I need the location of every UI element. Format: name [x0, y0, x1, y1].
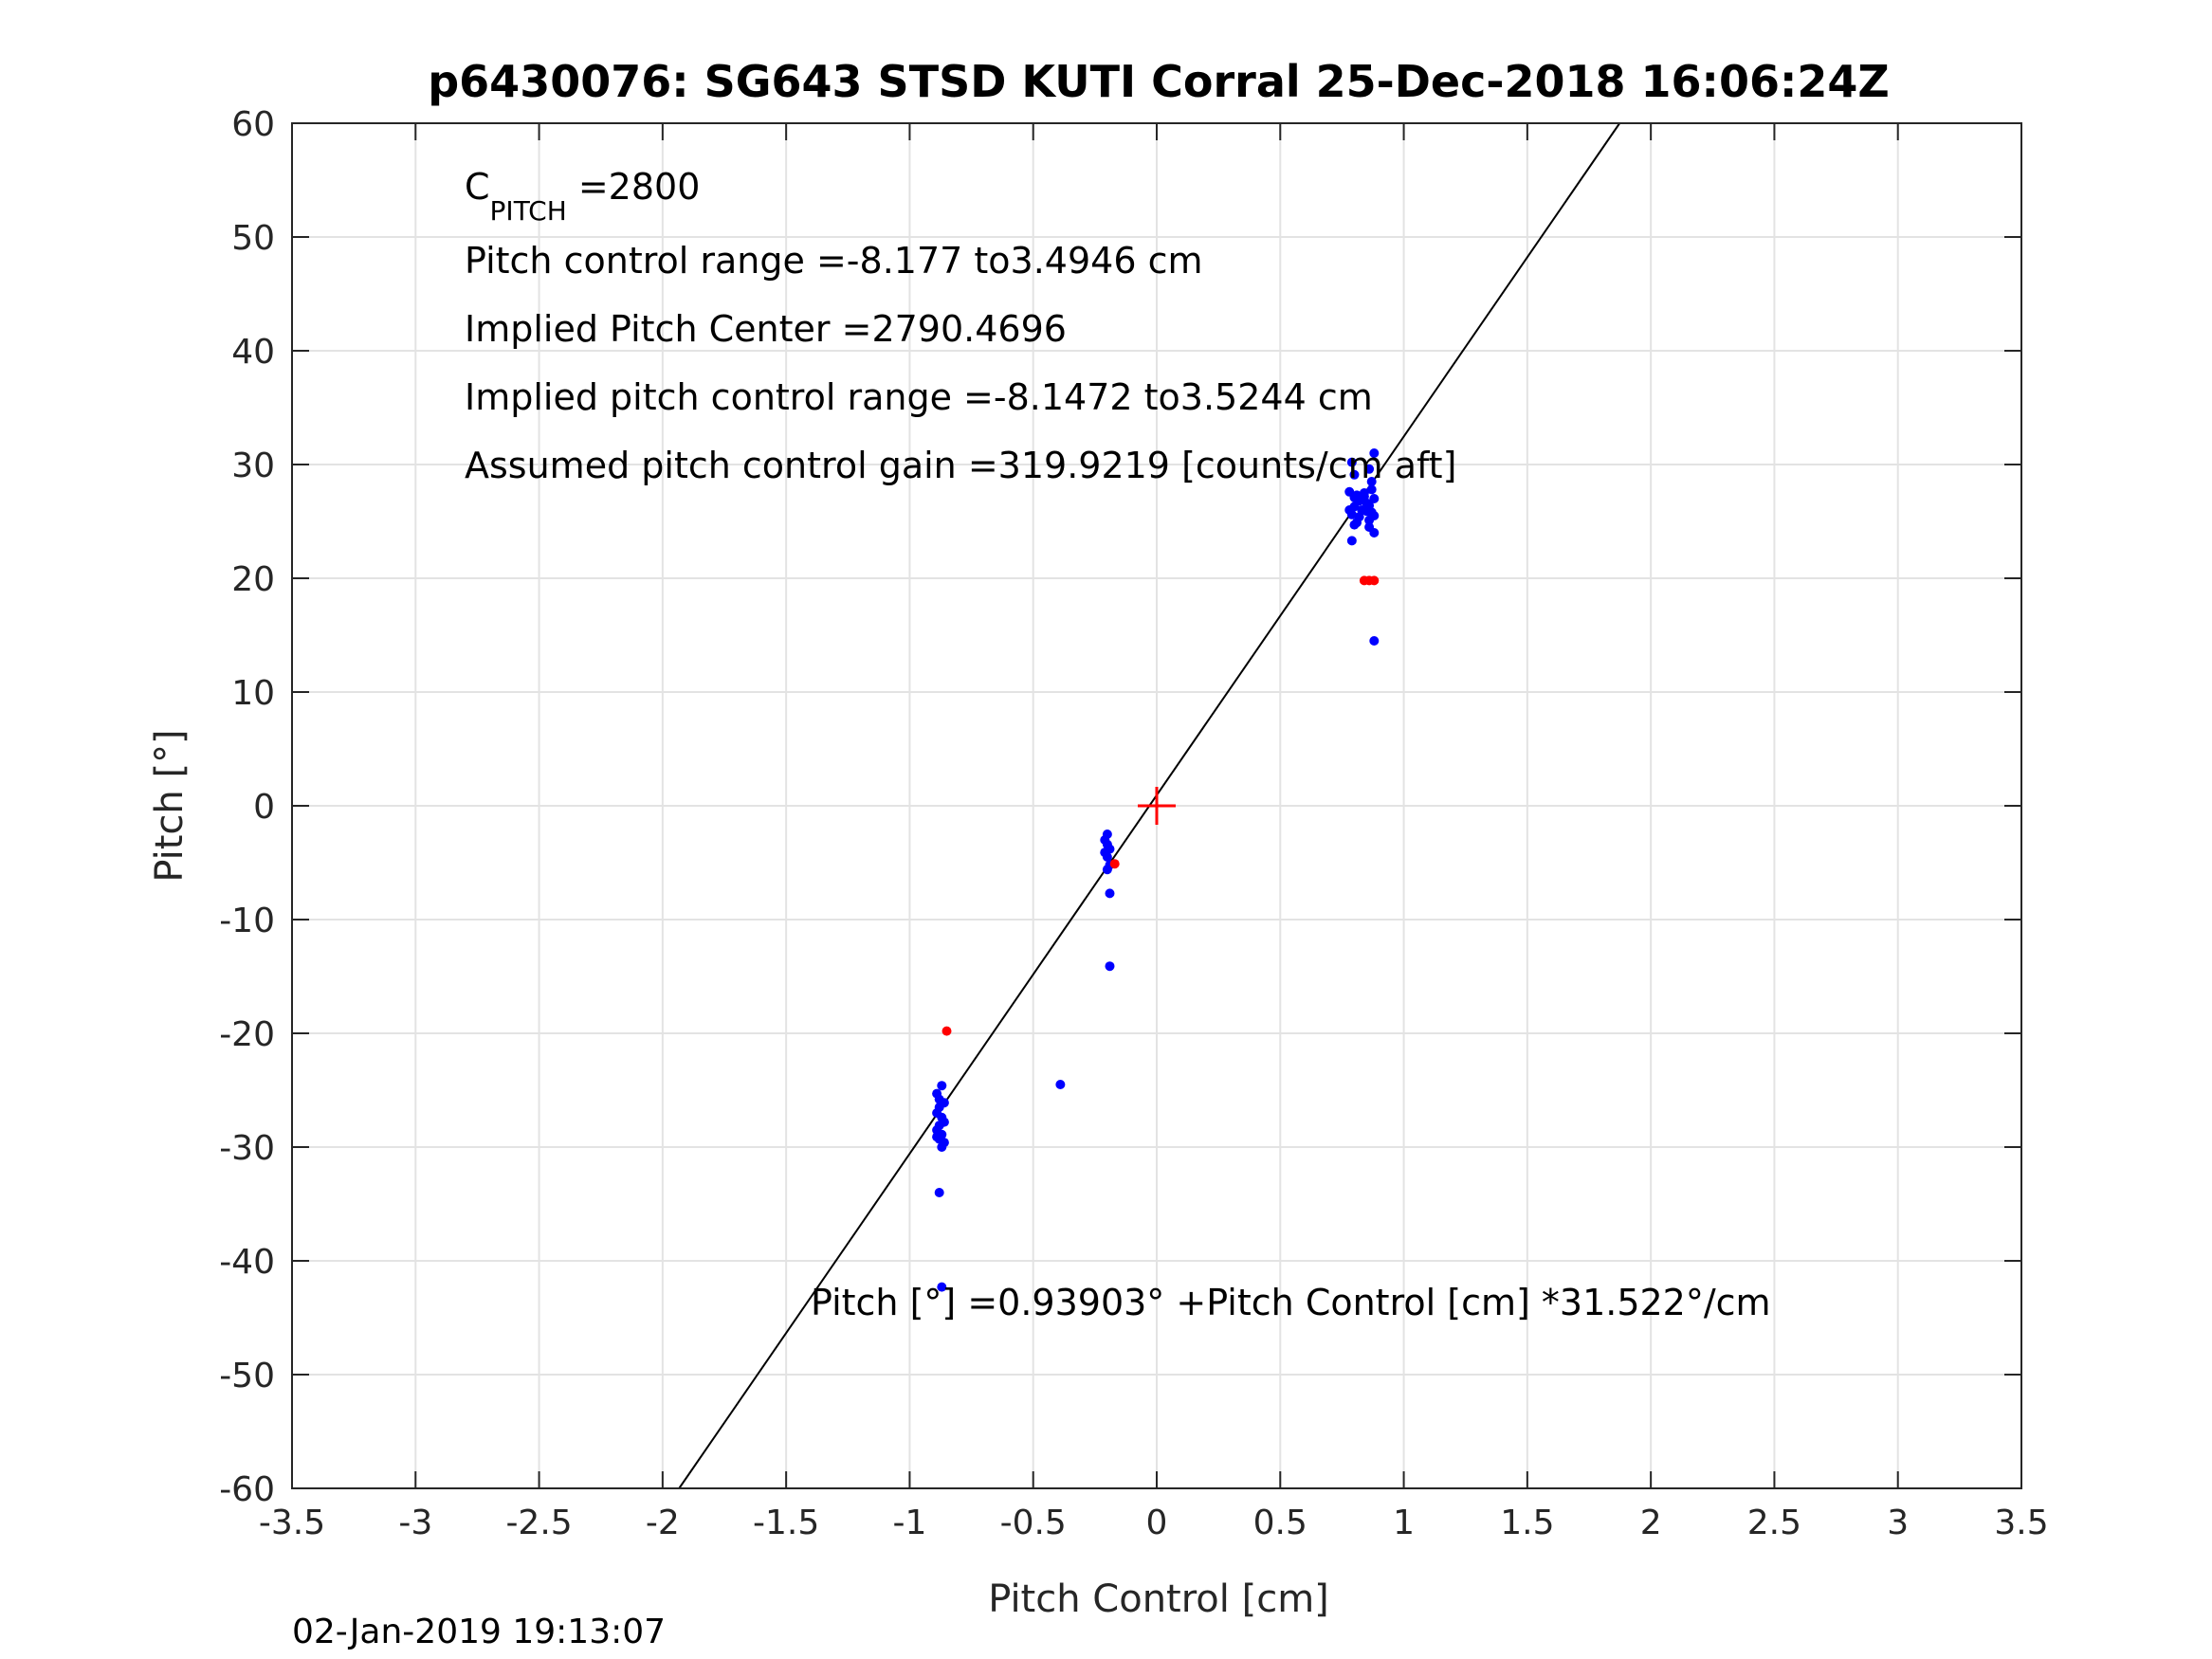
chart-title: p6430076: SG643 STSD KUTI Corral 25-Dec-…	[428, 56, 1889, 107]
y-tick-label: 10	[231, 674, 275, 713]
data-point	[1055, 1080, 1066, 1089]
x-tick-label: 1	[1393, 1504, 1415, 1542]
data-point	[1346, 536, 1357, 546]
y-tick-label: -30	[219, 1129, 275, 1168]
x-tick-label: 2	[1640, 1504, 1662, 1542]
y-tick-label: 60	[231, 105, 275, 144]
y-tick-label: 40	[231, 333, 275, 372]
y-axis-label: Pitch [°]	[148, 729, 192, 882]
data-point	[932, 1132, 942, 1142]
x-tick-label: -1.5	[753, 1504, 819, 1542]
data-point	[1369, 448, 1380, 458]
data-point	[1344, 505, 1355, 515]
data-point	[1366, 477, 1377, 486]
y-tick-label: -40	[219, 1243, 275, 1282]
tick-marks	[291, 122, 2022, 1489]
data-point	[1369, 494, 1380, 503]
x-tick-label: 1.5	[1500, 1504, 1554, 1542]
x-tick-label: -3	[398, 1504, 432, 1542]
data-point	[937, 1081, 947, 1091]
data-points	[932, 448, 1380, 1292]
center-marker	[1138, 787, 1176, 825]
data-point	[1102, 865, 1112, 875]
data-point	[1346, 457, 1357, 467]
data-point	[937, 1282, 947, 1292]
x-tick-label: -2	[646, 1504, 680, 1542]
data-point	[1102, 852, 1112, 862]
x-tick-label: -2.5	[505, 1504, 572, 1542]
c-pitch-value: =2800	[567, 166, 701, 208]
data-point	[1369, 636, 1380, 646]
data-point	[1352, 490, 1362, 501]
data-point	[1366, 484, 1377, 495]
x-tick-label: -3.5	[259, 1504, 325, 1542]
data-point	[1369, 528, 1380, 538]
x-tick-label: 2.5	[1747, 1504, 1801, 1542]
y-tick-label: 50	[231, 219, 275, 258]
x-axis-label: Pitch Control [cm]	[988, 1577, 1329, 1621]
y-tick-label: -60	[219, 1470, 275, 1509]
flagged-data-point	[941, 1026, 952, 1036]
fit-equation-annotation: Pitch [°] =0.93903° +Pitch Control [cm] …	[811, 1282, 1771, 1323]
flagged-data-point	[1109, 859, 1120, 869]
x-tick-label: 3.5	[1994, 1504, 2048, 1542]
y-tick-label: -20	[219, 1015, 275, 1054]
y-tick-label: 0	[253, 788, 275, 827]
x-tick-label: 0.5	[1253, 1504, 1307, 1542]
pitch-control-range-annotation: Pitch control range =-8.177 to3.4946 cm	[465, 240, 1202, 282]
x-tick-label: 0	[1146, 1504, 1168, 1542]
c-pitch-letter: C	[465, 166, 490, 208]
data-point	[1105, 888, 1115, 899]
data-point	[1364, 464, 1375, 474]
pitch-gain-annotation: Assumed pitch control gain =319.9219 [co…	[465, 445, 1456, 486]
y-tick-label: -10	[219, 902, 275, 940]
data-point	[1362, 506, 1372, 517]
footer-timestamp: 02-Jan-2019 19:13:07	[292, 1613, 666, 1651]
plot-contents	[678, 122, 1621, 1489]
x-tick-labels: -3.5 -3 -2.5 -2 -1.5 -1 -0.5 0 0.5 1 1.5 2 2.5 3 3.5	[259, 1504, 2049, 1542]
y-tick-labels: -60 -50 -40 -30 -20 -10 0 10 20 30 40 50 60	[219, 105, 275, 1509]
c-pitch-annotation: CPITCH =2800	[465, 166, 700, 227]
data-point	[937, 1142, 947, 1152]
data-point	[1349, 469, 1360, 480]
x-tick-label: 3	[1887, 1504, 1909, 1542]
y-tick-label: -50	[219, 1357, 275, 1395]
y-tick-label: 30	[231, 447, 275, 485]
data-point	[1369, 511, 1380, 520]
flagged-data-point	[1369, 575, 1380, 586]
x-tick-label: -0.5	[1000, 1504, 1067, 1542]
data-point	[934, 1188, 944, 1197]
implied-pitch-center-annotation: Implied Pitch Center =2790.4696	[465, 308, 1067, 350]
c-pitch-subscript: PITCH	[490, 195, 567, 227]
axes-box	[291, 122, 2022, 1489]
data-point	[1105, 961, 1115, 972]
x-tick-label: -1	[892, 1504, 926, 1542]
data-point	[1349, 520, 1360, 530]
y-tick-label: 20	[231, 560, 275, 599]
implied-pitch-range-annotation: Implied pitch control range =-8.1472 to3…	[465, 376, 1373, 418]
